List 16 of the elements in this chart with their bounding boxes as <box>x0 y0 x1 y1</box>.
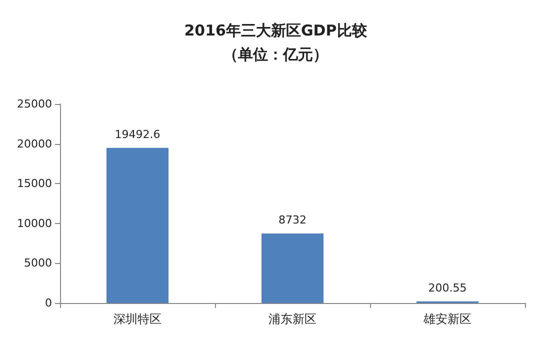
chart-subtitle: （单位：亿元） <box>223 46 328 64</box>
x-tick-label: 雄安新区 <box>422 312 472 326</box>
data-label: 8732 <box>278 213 306 226</box>
bar <box>262 233 324 303</box>
chart-title: 2016年三大新区GDP比较 <box>184 22 368 40</box>
data-label: 200.55 <box>428 281 467 294</box>
y-tick-label: 5000 <box>24 256 52 270</box>
x-tick-label: 深圳特区 <box>114 312 162 326</box>
y-tick-label: 15000 <box>17 177 52 190</box>
y-tick-label: 20000 <box>17 137 52 150</box>
bar <box>106 148 168 303</box>
y-tick-label: 0 <box>45 296 52 310</box>
y-tick-label: 10000 <box>17 216 52 230</box>
y-tick-label: 25000 <box>17 98 52 110</box>
data-label: 19492.6 <box>114 128 160 141</box>
x-tick-label: 浦东新区 <box>268 312 316 326</box>
